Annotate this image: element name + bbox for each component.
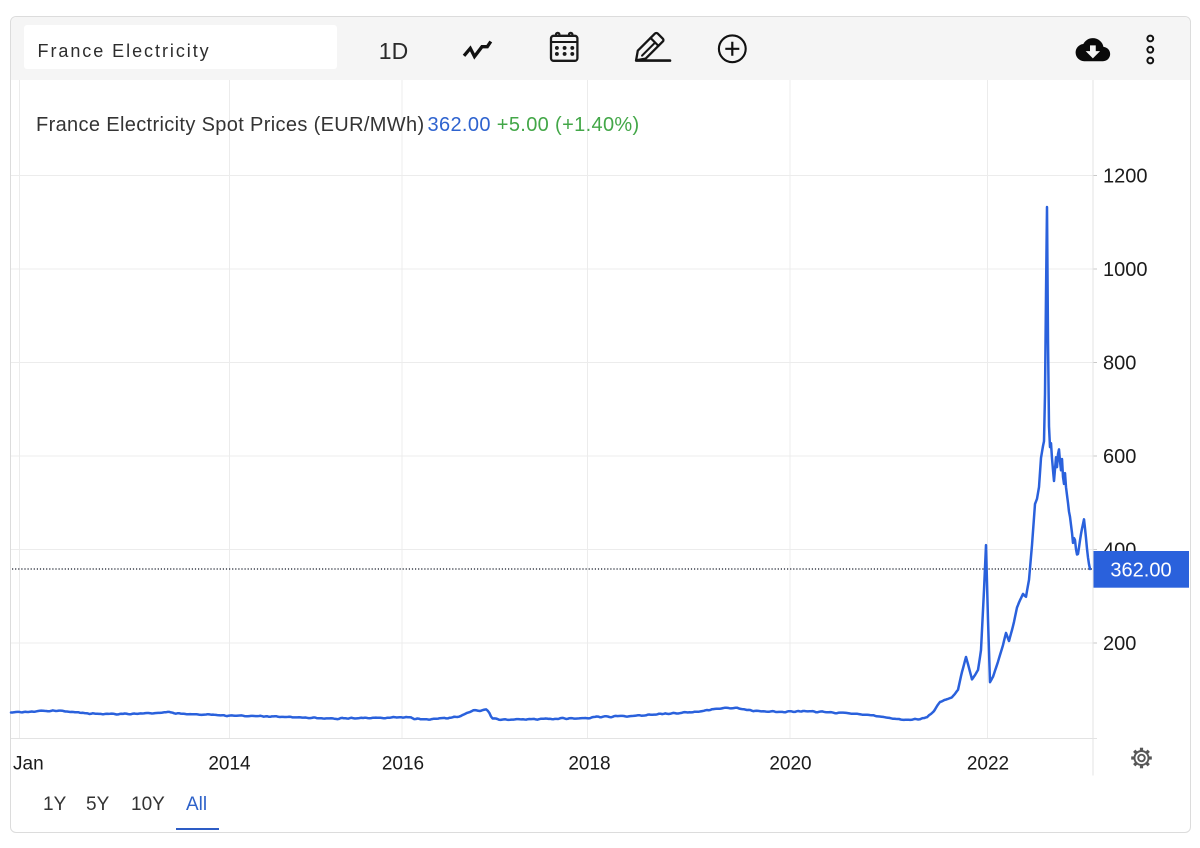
svg-text:Jan: Jan bbox=[13, 754, 44, 775]
svg-text:200: 200 bbox=[1103, 633, 1136, 655]
svg-text:2020: 2020 bbox=[769, 754, 811, 775]
svg-text:1200: 1200 bbox=[1103, 166, 1148, 188]
svg-text:2014: 2014 bbox=[208, 754, 251, 775]
svg-text:800: 800 bbox=[1103, 353, 1136, 375]
svg-text:362.00: 362.00 bbox=[1110, 560, 1171, 582]
svg-text:1000: 1000 bbox=[1103, 259, 1148, 281]
svg-text:2018: 2018 bbox=[568, 754, 610, 775]
svg-text:2022: 2022 bbox=[967, 754, 1009, 775]
svg-text:2016: 2016 bbox=[382, 754, 424, 775]
svg-text:600: 600 bbox=[1103, 446, 1136, 468]
